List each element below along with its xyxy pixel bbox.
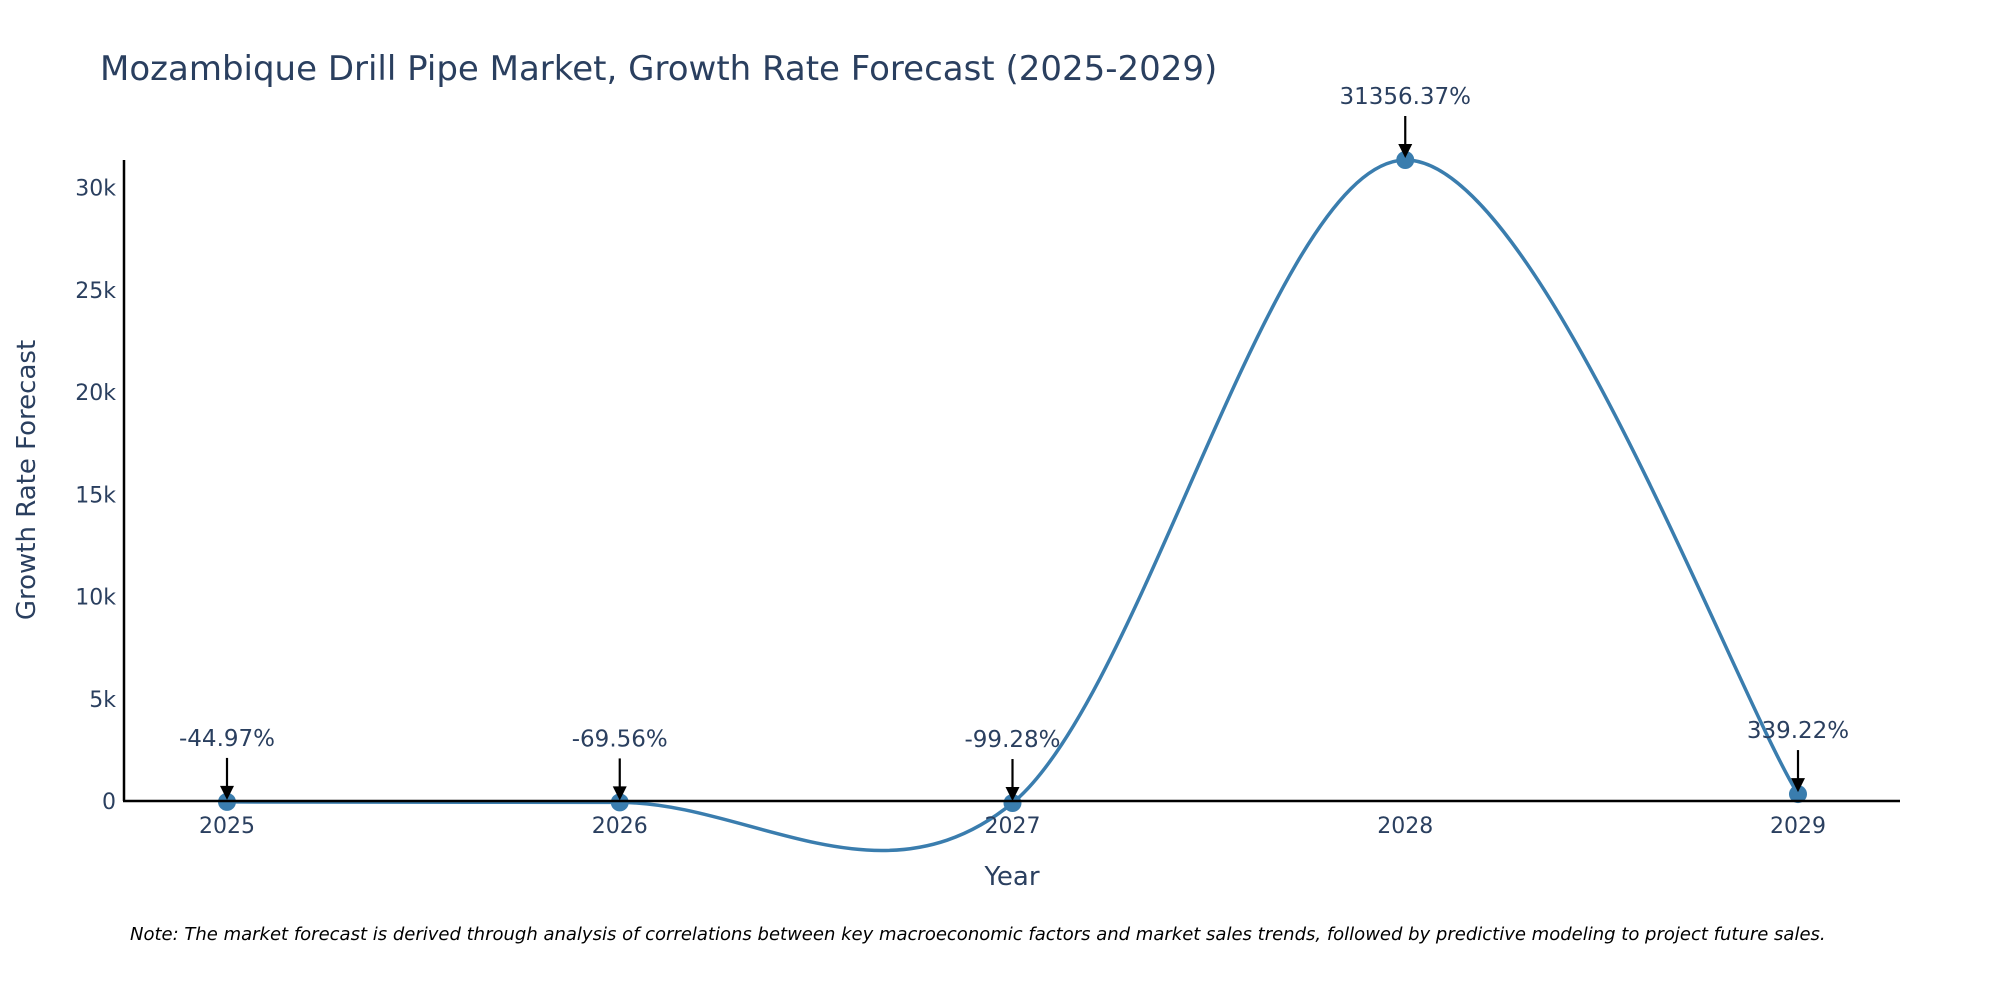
y-tick-label: 10k [75, 586, 116, 611]
data-label: -99.28% [965, 727, 1061, 753]
data-point [1396, 151, 1415, 169]
data-point [610, 793, 629, 812]
footnote: Note: The market forecast is derived thr… [130, 924, 1826, 945]
y-tick-label: 25k [75, 279, 116, 304]
x-tick-label: 2026 [592, 814, 648, 839]
annotation-arrow-head [612, 786, 627, 801]
y-tick-label: 0 [102, 790, 116, 815]
annotation-arrow-head [1398, 144, 1413, 158]
x-axis-title: Year [983, 862, 1039, 892]
x-tick-label: 2027 [985, 814, 1041, 839]
x-tick-label: 2025 [199, 814, 255, 839]
x-axis-ticks: 2025 2026 2027 2028 2029 [199, 814, 1826, 839]
annotation-arrow-head [1005, 787, 1020, 802]
annotation-arrow-head [220, 785, 234, 800]
y-axis-title: Growth Rate Forecast [12, 340, 42, 620]
x-tick-label: 2029 [1770, 814, 1826, 839]
data-point [1003, 794, 1022, 813]
data-label: 339.22% [1747, 718, 1849, 744]
y-tick-label: 15k [75, 483, 116, 508]
data-points [218, 151, 1807, 813]
data-label: -44.97% [179, 726, 275, 752]
y-axis-ticks: 0 5k 10k 15k 20k 25k 30k [75, 177, 116, 815]
data-label: -69.56% [572, 726, 668, 752]
annotation-arrow-head [1791, 778, 1805, 793]
y-tick-label: 5k [89, 688, 116, 713]
y-tick-label: 20k [75, 381, 116, 406]
x-tick-label: 2028 [1377, 814, 1433, 839]
data-annotations: -44.97% -69.56% -99.28% 31356.37% 339.22% [179, 84, 1849, 802]
data-label: 31356.37% [1339, 84, 1471, 110]
series-line [225, 158, 1800, 853]
data-point [1789, 785, 1807, 804]
y-tick-label: 30k [75, 177, 116, 202]
chart-title: Mozambique Drill Pipe Market, Growth Rat… [100, 49, 1217, 89]
